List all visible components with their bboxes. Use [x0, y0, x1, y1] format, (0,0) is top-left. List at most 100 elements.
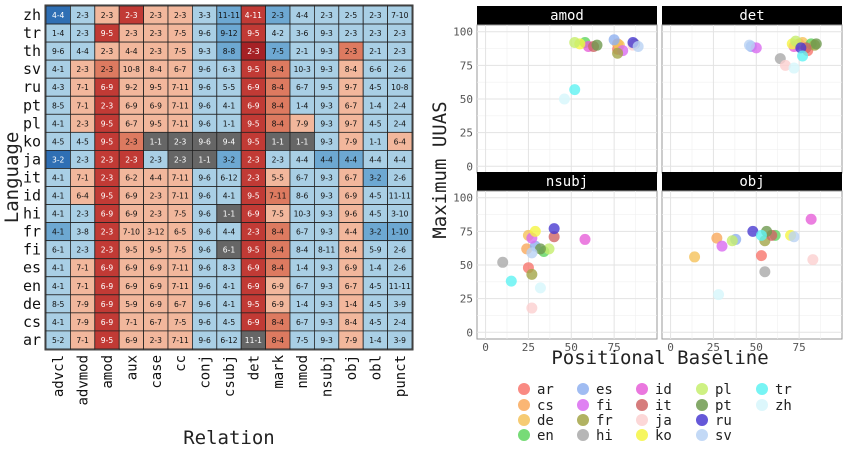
y-tick-label: 100 — [453, 26, 473, 39]
heatmap-cell-label: 8-4 — [272, 264, 285, 273]
heatmap-cell-label: 2-3 — [101, 155, 114, 164]
scatter-facets-chart: amod 0 25 50 75 100 det nsubj 0 25 50 75 100 0 25 50 75 o… — [429, 6, 843, 369]
heatmap-cell-label: 4-5 — [369, 300, 382, 309]
heatmap-cell-label: 7-1 — [76, 264, 89, 273]
heatmap-cell-label: 7-11 — [172, 264, 189, 273]
heatmap-cell-label: 11-11 — [389, 282, 411, 291]
scatter-point-tr — [505, 275, 517, 287]
heatmap-cell-label: 9-6 — [198, 29, 211, 38]
heatmap-cell-label: 6-7 — [345, 282, 358, 291]
scatter-y-axis-title: Maximum UUAS — [429, 101, 451, 238]
heatmap-row-label: es — [23, 259, 41, 277]
heatmap-cell-label: 9-6 — [198, 192, 211, 201]
heatmap-row-label: tr — [23, 24, 41, 42]
heatmap-cell-label: 6-9 — [345, 264, 358, 273]
heatmap-cell-label: 7-10 — [391, 11, 408, 20]
heatmap-cell-label: 4-1 — [52, 264, 65, 273]
heatmap-cell-label: 4-1 — [223, 192, 236, 201]
heatmap-cell-label: 9-5 — [101, 29, 114, 38]
heatmap-cell-label: 9-3 — [320, 318, 333, 327]
x-tick-label: 75 — [608, 341, 621, 354]
heatmap-cell-label: 1-4 — [345, 300, 358, 309]
heatmap-cell-label: 7-1 — [76, 101, 89, 110]
heatmap-cell-label: 4-3 — [52, 83, 65, 92]
heatmap-cell-label: 9-6 — [198, 282, 211, 291]
scatter-point-ja — [807, 254, 819, 266]
heatmap-cell-label: 6-2 — [125, 173, 138, 182]
heatmap-cell-label: 9-5 — [247, 119, 260, 128]
legend-label: ko — [655, 428, 672, 444]
heatmap-cell-label: 4-5 — [369, 318, 382, 327]
scatter-point-pl — [543, 243, 555, 255]
heatmap-cell-label: 2-6 — [394, 173, 407, 182]
heatmap-cell-label: 6-9 — [125, 336, 138, 345]
heatmap-row-label: en — [23, 277, 41, 295]
heatmap-cell-label: 11-11 — [389, 192, 411, 201]
heatmap-cell-label: 1-4 — [296, 264, 309, 273]
scatter-point-sv — [526, 247, 538, 259]
heatmap-cell-label: 3-9 — [394, 300, 407, 309]
heatmap-cell-label: 4-2 — [272, 29, 285, 38]
scatter-point-fi — [716, 240, 728, 252]
heatmap-cell-label: 9-6 — [345, 210, 358, 219]
heatmap-cell-label: 7-9 — [76, 300, 89, 309]
heatmap-cell-label: 3-3 — [198, 11, 211, 20]
heatmap-cell-label: 9-3 — [320, 29, 333, 38]
legend-label: zh — [775, 398, 792, 414]
heatmap-column-label: punct — [393, 355, 409, 397]
heatmap-row-label: th — [23, 42, 41, 60]
heatmap-cell-label: 6-7 — [125, 119, 138, 128]
heatmap-cell-label: 8-4 — [345, 318, 358, 327]
legend-label: de — [537, 413, 554, 429]
heatmap-cell-label: 7-1 — [76, 336, 89, 345]
y-tick-label: 50 — [460, 259, 473, 272]
scatter-point-ja — [779, 59, 791, 71]
facet-title: obj — [739, 174, 764, 190]
heatmap-cell-label: 7-5 — [174, 29, 187, 38]
heatmap-column-label: cc — [173, 355, 189, 372]
legend-key-es — [577, 383, 589, 395]
heatmap-cell-label: 4-1 — [223, 300, 236, 309]
heatmap-cell-label: 2-5 — [345, 11, 358, 20]
heatmap-cell-label: 4-1 — [223, 101, 236, 110]
heatmap-row-label: cs — [23, 313, 41, 331]
heatmap-cell-label: 4-5 — [369, 210, 382, 219]
legend-label: tr — [775, 382, 792, 398]
heatmap-cell-label: 2-3 — [150, 29, 163, 38]
x-tick-label: 0 — [482, 341, 489, 354]
scatter-point-ja — [526, 302, 538, 314]
heatmap-cell-label: 1-4 — [369, 336, 382, 345]
heatmap-cell-label: 2-3 — [125, 11, 138, 20]
heatmap-cell-label: 7-5 — [174, 246, 187, 255]
heatmap-cell-label: 8-6 — [296, 192, 309, 201]
heatmap-cell-label: 2-3 — [150, 336, 163, 345]
heatmap-cell-label: 2-3 — [272, 155, 285, 164]
heatmap-cell-label: 6-9 — [101, 210, 114, 219]
heatmap-cell-label: 9-5 — [247, 192, 260, 201]
x-tick-label: 75 — [793, 341, 806, 354]
legend-key-de — [518, 414, 530, 426]
heatmap-cell-label: 7-5 — [272, 210, 285, 219]
heatmap-cell-label: 2-3 — [174, 11, 187, 20]
heatmap-cell-label: 9-5 — [247, 65, 260, 74]
heatmap-cell-label: 6-7 — [296, 228, 309, 237]
heatmap-cell-label: 2-3 — [247, 173, 260, 182]
facet-strip — [477, 172, 657, 191]
heatmap-cell-label: 2-3 — [125, 29, 138, 38]
heatmap-cell-label: 8-4 — [272, 336, 285, 345]
heatmap-cell-label: 3-10 — [391, 210, 408, 219]
heatmap-cell-label: 2-3 — [272, 11, 285, 20]
scatter-point-ko — [529, 225, 541, 237]
heatmap-cell-label: 8-11 — [318, 246, 335, 255]
heatmap-column-label: conj — [198, 355, 214, 389]
heatmap-cell-label: 7-11 — [172, 173, 189, 182]
heatmap-cell-label: 6-9 — [125, 282, 138, 291]
heatmap-column-label: det — [246, 355, 262, 380]
heatmap-cell-label: 4-1 — [52, 173, 65, 182]
heatmap-cell-label: 3-9 — [394, 336, 407, 345]
heatmap-cell-label: 8-4 — [272, 246, 285, 255]
heatmap-cell-label: 3-2 — [52, 155, 65, 164]
legend-key-zh — [756, 399, 768, 411]
scatter-point-pl — [726, 235, 738, 247]
heatmap-cell-label: 9-7 — [345, 83, 358, 92]
